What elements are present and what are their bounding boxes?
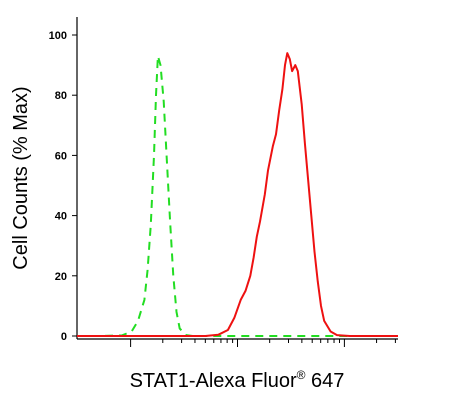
x-axis-title-main: STAT1-Alexa Fluor <box>130 370 297 392</box>
y-tick-label-100: 100 <box>49 30 67 42</box>
x-ticks <box>130 339 396 347</box>
y-tick-label-40: 40 <box>55 211 67 223</box>
y-axis-title: Cell Counts (% Max) <box>10 86 32 269</box>
control-histogram-line <box>77 55 398 337</box>
y-ticks: 0 20 40 60 80 100 <box>49 30 77 343</box>
y-tick-label-80: 80 <box>55 90 67 102</box>
stat1-histogram-line <box>77 52 398 337</box>
y-tick-label-20: 20 <box>55 271 67 283</box>
x-axis-title-suffix: 647 <box>306 370 345 392</box>
y-tick-label-60: 60 <box>55 150 67 162</box>
series-layer <box>77 52 398 337</box>
x-axis-title: STAT1-Alexa Fluor® 647 <box>130 368 345 392</box>
plot-area: 0 20 40 60 80 100 <box>49 17 398 347</box>
x-axis-title-superscript: ® <box>297 368 306 382</box>
y-tick-label-0: 0 <box>61 331 67 343</box>
